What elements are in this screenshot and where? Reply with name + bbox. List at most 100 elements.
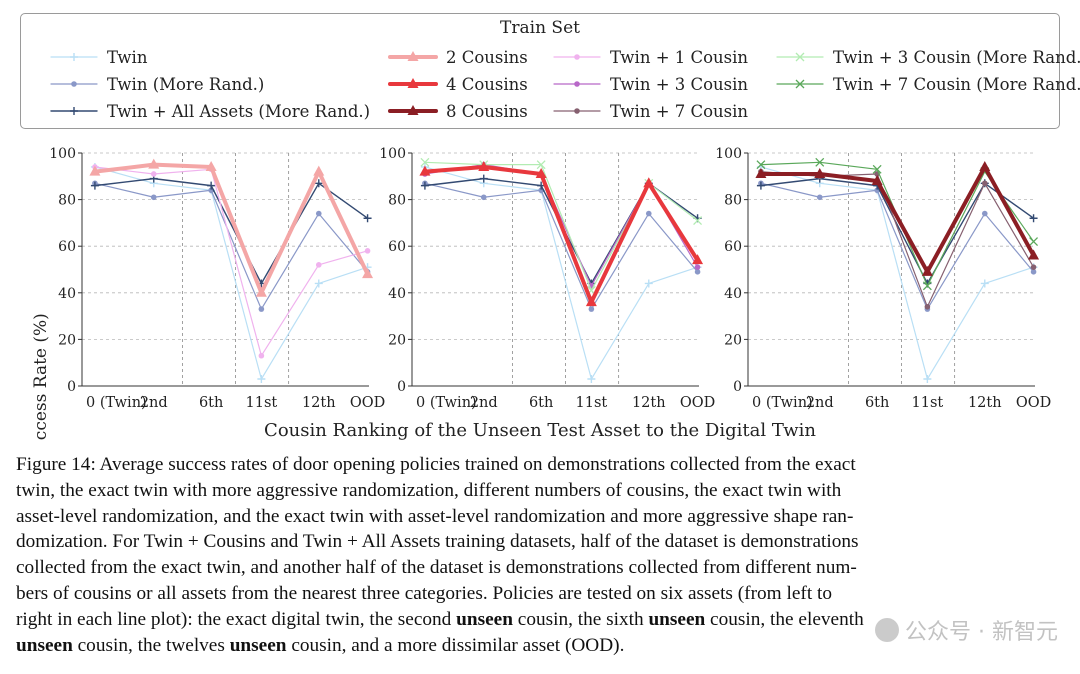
data-point [981, 210, 988, 217]
x-tick-label: 2nd [470, 395, 498, 411]
legend-item: Twin [49, 45, 147, 69]
legend-label: Twin + 7 Cousin [610, 101, 749, 121]
caption-bold: unseen [229, 634, 287, 656]
data-point [315, 262, 322, 268]
caption-text: cousin, the twelves [72, 634, 230, 656]
series-twin [420, 162, 702, 384]
legend-item: Twin + 1 Cousin [552, 45, 748, 69]
data-point [536, 160, 546, 170]
data-point [585, 296, 597, 307]
data-point [645, 210, 652, 217]
y-tick-label: 40 [724, 286, 742, 302]
data-point [420, 181, 429, 190]
series-line [422, 164, 700, 305]
x-tick-label: 12th [968, 395, 1002, 411]
data-point [1030, 269, 1037, 275]
legend-item: Twin + 7 Cousin (More Rand.) [775, 72, 1080, 96]
series-twin-all-assets-more-rand- [756, 174, 1038, 288]
data-point [363, 214, 372, 223]
y-tick-label: 100 [49, 146, 76, 162]
y-tick-label: 60 [724, 239, 742, 255]
data-point [480, 194, 487, 201]
data-point [872, 164, 882, 174]
legend-item: 2 Cousins [388, 45, 528, 69]
legend-label: Twin (More Rand.) [107, 74, 265, 94]
data-point [364, 248, 371, 254]
data-point [314, 179, 323, 188]
series-line [760, 166, 1035, 380]
series-line [94, 166, 369, 380]
legend-label: 4 Cousins [446, 74, 528, 94]
data-point [815, 157, 825, 167]
x-tick-label: OOD [350, 395, 385, 411]
y-tick-label: 80 [724, 193, 742, 209]
legend-marker [795, 52, 805, 62]
data-point [693, 216, 703, 226]
figure-caption: Figure 14: Average success rates of door… [16, 452, 1066, 658]
data-point [362, 268, 374, 279]
legend-label: Twin + 3 Cousin (More Rand.) [833, 47, 1080, 67]
y-tick-label: 60 [58, 239, 76, 255]
data-point [1028, 249, 1040, 260]
y-axis-label: Success Rate (%) [31, 313, 51, 440]
legend: Train Set Twin Twin (More Rand.) Twin + Al… [20, 13, 1080, 129]
data-point [1029, 214, 1038, 223]
x-tick-label: 12th [302, 395, 336, 411]
series-twin-more-rand- [758, 180, 1037, 312]
x-tick-label: 12th [632, 395, 666, 411]
legend-marker [574, 54, 580, 60]
data-point [587, 375, 596, 384]
x-tick-label: OOD [680, 395, 715, 411]
data-point [923, 375, 932, 384]
y-tick-label: 20 [724, 332, 742, 348]
x-tick-label: 11st [912, 395, 944, 411]
y-tick-label: 80 [388, 193, 406, 209]
series-line [424, 166, 699, 380]
legend-swatch [388, 105, 438, 115]
legend-swatch [50, 53, 98, 61]
caption-bold: unseen [16, 634, 73, 656]
legend-label: 8 Cousins [446, 101, 528, 121]
data-point [816, 194, 823, 201]
legend-swatch [553, 54, 601, 60]
caption-line: Figure 14: Average success rates of door… [16, 454, 856, 475]
watermark: 公众号 · 新智元 [875, 614, 1058, 646]
chart-panel: 0 20 40 60 80 100 0 (Twin)2nd 6th 11st 12th OOD [49, 146, 385, 411]
x-tick-label: 11st [576, 395, 608, 411]
legend-item: Twin (More Rand.) [49, 72, 264, 96]
legend-marker [407, 51, 419, 61]
legend-label: Twin + 7 Cousin (More Rand.) [833, 74, 1080, 94]
data-point [150, 194, 157, 201]
wechat-logo-icon [875, 618, 900, 642]
y-tick-label: 0 [733, 379, 742, 395]
watermark-text: 公众号 · 新智元 [905, 620, 1058, 645]
series-line [424, 161, 699, 292]
legend-label: Twin + 1 Cousin [610, 47, 749, 67]
caption-line: bers of cousins or all assets from the n… [16, 582, 832, 604]
legend-label: Twin [107, 47, 148, 67]
caption-bold: unseen [648, 608, 706, 630]
caption-text: right in each line plot): the exact digi… [16, 608, 457, 630]
y-tick-label: 0 [397, 379, 406, 395]
data-point [979, 160, 991, 171]
legend-marker [71, 81, 77, 87]
data-point [756, 181, 765, 190]
data-point [313, 165, 325, 176]
data-point [90, 181, 99, 190]
y-tick-label: 100 [379, 146, 406, 162]
caption-line: domization. For Twin + Cousins and Twin … [16, 531, 859, 553]
series-twin [756, 162, 1038, 384]
series-twin-more-rand- [92, 180, 371, 312]
series-line [758, 164, 1036, 274]
caption-text: cousin, the sixth [512, 608, 649, 630]
x-tick-label: 2nd [140, 395, 168, 411]
legend-marker [70, 107, 78, 115]
caption-line: collected from the exact twin, and anoth… [16, 557, 857, 579]
y-tick-label: 40 [58, 286, 76, 302]
legend-swatch [553, 81, 601, 87]
data-point [479, 174, 488, 183]
y-tick-label: 20 [58, 332, 76, 348]
x-tick-label: 11st [246, 395, 278, 411]
caption-text: cousin, the eleventh [705, 608, 864, 630]
